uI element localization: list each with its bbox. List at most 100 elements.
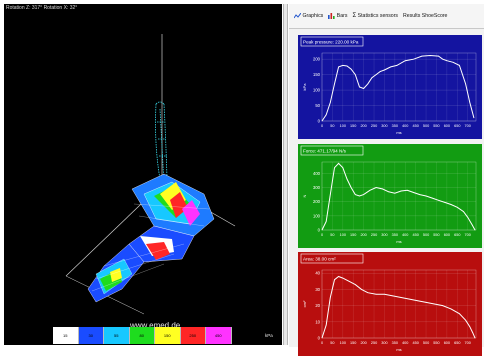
chart-peak-pressure-svg: Peak pressure: 220.00 kPa 0 50 100 150 200 0 50… [298, 35, 482, 139]
x-tick-label: 0 [321, 341, 323, 345]
plot-frame [321, 52, 477, 122]
series-point [474, 229, 476, 231]
series-point [321, 337, 323, 339]
x-tick-label: 350 [392, 124, 398, 128]
color-scale-label: 15 [63, 333, 68, 338]
x-tick-label: 100 [340, 233, 346, 237]
x-tick-label: 250 [371, 124, 377, 128]
series-point [348, 280, 350, 282]
series-point [465, 319, 466, 321]
y-tick-label: 400 [313, 171, 321, 176]
tab-graphics-label: Graphics [302, 13, 324, 19]
plot-frame [321, 161, 477, 231]
x-tick-label: 600 [444, 341, 450, 345]
x-tick-label: 350 [392, 341, 398, 345]
x-tick-label: 700 [465, 233, 471, 237]
x-tick-label: 50 [330, 124, 334, 128]
series-point [338, 163, 339, 164]
x-tick-label: 300 [381, 124, 387, 128]
y-tick-label: 300 [313, 185, 321, 190]
x-tick-label: 200 [360, 124, 366, 128]
series-point [406, 189, 408, 191]
y-axis-label: cm² [302, 300, 307, 307]
series-point [431, 197, 433, 199]
series-point [363, 88, 364, 89]
series-point [472, 332, 474, 334]
tab-graphics[interactable]: Graphics [294, 13, 323, 19]
series-point [367, 292, 369, 294]
series-point [371, 77, 373, 79]
chart-background [298, 35, 482, 139]
x-axis-label: ms [396, 347, 401, 352]
series-point [413, 58, 414, 60]
pressure-spike-mesh [155, 101, 168, 185]
x-tick-label: 350 [392, 233, 398, 237]
series-point [350, 187, 352, 188]
series-point [382, 188, 383, 190]
series-point [350, 68, 352, 70]
pressure-3d-viewer[interactable]: Rotation Z: 317° Rotation X: 32° [4, 4, 282, 345]
series-point [469, 102, 471, 103]
series-point [434, 303, 435, 305]
chart-peak-pressure: Peak pressure: 220.00 kPa 0 50 100 150 200 0 50… [298, 35, 482, 139]
chart-background [298, 252, 482, 356]
y-axis-label: kPa [302, 83, 307, 91]
graphics-icon [294, 13, 301, 19]
series-point [334, 279, 335, 281]
x-tick-label: 400 [402, 124, 408, 128]
x-tick-label: 500 [423, 233, 429, 237]
series-point [429, 55, 431, 56]
series-point [421, 55, 423, 57]
series-point [467, 216, 469, 218]
tab-statistics-label: Statistics sensors [357, 13, 399, 19]
x-tick-label: 0 [321, 233, 323, 237]
chart-force-svg: Force: 471.17/94 N/s 0 100 200 300 400 0 50 100 1… [298, 144, 482, 248]
tab-bars-label: Bars [336, 13, 348, 19]
series-point [338, 66, 339, 68]
series-point [409, 298, 410, 300]
tab-bars[interactable]: Bars [328, 13, 347, 19]
color-scale-label: 150 [163, 333, 171, 338]
x-tick-label: 650 [454, 341, 460, 345]
series-point [474, 337, 476, 339]
series-point [342, 277, 344, 279]
series-point [390, 66, 392, 68]
series-point [396, 65, 398, 66]
sigma-icon: Σ [352, 13, 357, 19]
series-point [425, 302, 427, 303]
series-point [367, 83, 369, 85]
series-point [444, 202, 446, 203]
tab-results-shoescore[interactable]: Results ShoeScore [403, 13, 447, 19]
x-tick-label: 600 [444, 124, 450, 128]
color-scale-cell: 150 [155, 327, 181, 344]
series-point [394, 192, 396, 194]
series-point [329, 102, 331, 103]
x-tick-label: 500 [423, 124, 429, 128]
series-point [359, 195, 360, 197]
series-point [456, 206, 458, 208]
tab-statistics-sensors[interactable]: Σ Statistics sensors [352, 13, 398, 19]
x-tick-label: 300 [381, 233, 387, 237]
chart-title: Area: 38.00 cm² [303, 257, 336, 262]
x-tick-label: 100 [340, 341, 346, 345]
series-point [438, 55, 439, 57]
color-scale-unit: kPa [265, 333, 273, 338]
series-point [342, 65, 344, 66]
series-point [379, 71, 381, 72]
y-axis-label: N [302, 194, 307, 197]
foot-pressure-3d-plot[interactable] [4, 4, 282, 345]
series-point [469, 326, 471, 328]
x-tick-label: 500 [423, 341, 429, 345]
chart-title-box [300, 253, 364, 264]
splitter-handle[interactable] [283, 4, 288, 345]
series-point [452, 61, 454, 63]
series-point [392, 295, 394, 297]
series-point [334, 83, 335, 85]
series-point [459, 313, 460, 315]
chart-force: Force: 471.17/94 N/s 0 100 200 300 400 0 50 100 1… [298, 144, 482, 248]
series-point [346, 65, 348, 67]
x-tick-label: 150 [350, 124, 356, 128]
series-point [459, 65, 460, 66]
series-point [329, 194, 331, 195]
series-line [321, 54, 475, 122]
